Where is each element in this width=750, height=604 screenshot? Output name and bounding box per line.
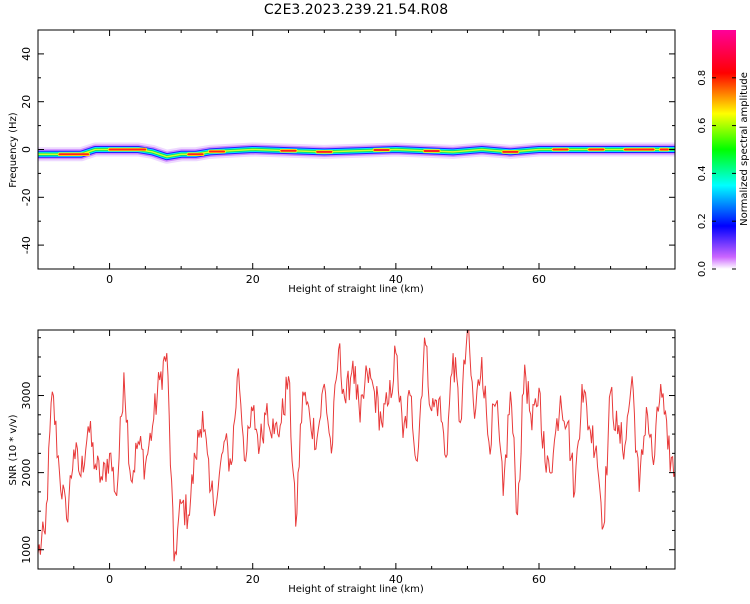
snr-y-tick-label: 2000: [20, 459, 33, 487]
snr-y-tick-label: 3000: [20, 382, 33, 410]
snr-panel: 0 20 40 60 1000 2000 3000 Height of straight …: [8, 329, 676, 595]
colorbar-tick-label: 0.6: [697, 118, 708, 134]
spectrogram-x-label: Height of straight line (km): [288, 284, 424, 295]
colorbar-gradient: [712, 30, 736, 269]
spectrogram-y-tick-label: 0: [20, 146, 33, 153]
spectrogram-y-label: Frequency (Hz): [8, 112, 19, 188]
snr-x-tick-label: 40: [389, 573, 403, 586]
snr-x-tick-label: 60: [532, 573, 546, 586]
snr-x-ticks: 0 20 40 60: [37, 330, 647, 586]
colorbar-label: Normalized spectral amplitude: [739, 72, 750, 226]
spectrogram-x-tick-label: 0: [106, 273, 113, 286]
spectrogram-x-tick-label: 20: [246, 273, 260, 286]
colorbar-tick-label: 0.2: [697, 213, 708, 229]
snr-x-tick-label: 20: [246, 573, 260, 586]
spectrogram-y-tick-label: 20: [20, 95, 33, 109]
snr-x-label: Height of straight line (km): [288, 584, 424, 595]
spectrogram-x-ticks: 0 20 40 60: [37, 30, 647, 286]
spectrogram-x-tick-label: 40: [389, 273, 403, 286]
snr-y-tick-label: 1000: [20, 536, 33, 564]
colorbar-ticks: 0.0 0.2 0.4 0.6 0.8: [697, 70, 736, 277]
spectrogram-marks: [38, 142, 675, 164]
snr-y-label: SNR (10 * v/v): [8, 414, 19, 485]
spectrogram-y-tick-label: -20: [20, 188, 33, 206]
snr-frame: [37, 329, 676, 570]
colorbar-tick-label: 0.0: [697, 261, 708, 277]
colorbar-tick-label: 0.4: [697, 165, 708, 181]
spectrogram-y-tick-label: -40: [20, 236, 33, 254]
snr-y-ticks: 1000 2000 3000: [20, 337, 675, 570]
spectrogram-panel: 0 20 40 60 -40 -20 0 20 40 Height of straight l…: [8, 29, 676, 295]
spectrogram-y-ticks: -40 -20 0 20 40: [20, 29, 675, 270]
spectrogram-y-tick-label: 40: [20, 47, 33, 61]
chart-title: C2E3.2023.239.21.54.R08: [264, 2, 448, 18]
spectrogram-x-tick-label: 60: [532, 273, 546, 286]
colorbar: 0.0 0.2 0.4 0.6 0.8 Normalized spectral ampl…: [697, 30, 750, 277]
colorbar-tick-label: 0.8: [697, 70, 708, 86]
snr-x-tick-label: 0: [106, 573, 113, 586]
snr-series-line: [38, 330, 675, 562]
snr-background: [38, 330, 675, 569]
